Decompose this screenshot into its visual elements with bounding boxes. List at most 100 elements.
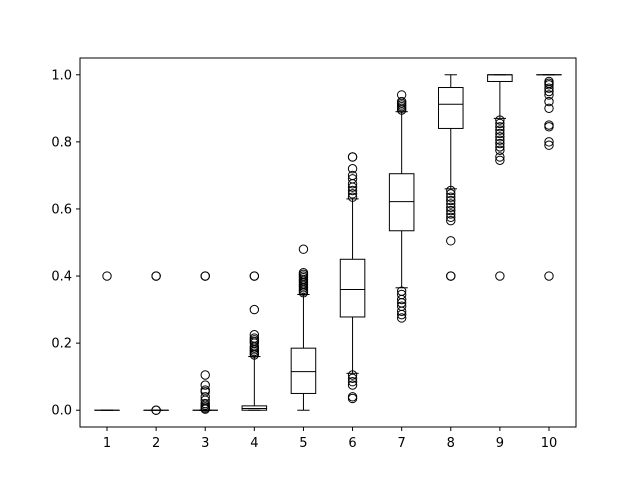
x-tick-label: 3 — [201, 436, 209, 451]
outlier-point — [347, 370, 358, 380]
outlier-point — [347, 164, 358, 174]
outlier-point — [200, 392, 210, 402]
x-tick-label: 8 — [447, 436, 455, 451]
outlier-point — [544, 140, 554, 150]
y-axis: 0.0 0.2 0.4 0.6 0.8 1.0 — [51, 68, 80, 419]
outlier-point — [544, 103, 554, 114]
outlier-point — [249, 271, 260, 281]
box — [388, 173, 415, 232]
x-tick-label: 5 — [299, 436, 307, 451]
outlier-point — [446, 192, 456, 202]
outlier-point — [298, 244, 309, 254]
outlier-point — [249, 330, 260, 340]
outlier-point — [544, 120, 554, 130]
outlier-point — [347, 152, 358, 162]
outlier-point — [446, 271, 456, 281]
outlier-point — [249, 333, 260, 343]
outlier-point — [544, 76, 554, 87]
box-group-3 — [192, 271, 219, 414]
outlier-point — [495, 138, 505, 149]
outlier-point — [347, 392, 358, 402]
x-axis: 1 2 3 4 5 6 7 8 9 10 — [103, 427, 557, 451]
outlier-point — [544, 90, 554, 100]
box-group-10 — [536, 74, 562, 281]
outlier-point — [495, 122, 505, 132]
box — [437, 87, 464, 129]
outlier-point — [446, 205, 456, 216]
outlier-point — [151, 271, 161, 281]
box — [339, 258, 366, 318]
outlier-point — [495, 118, 505, 129]
y-tick-label: 1.0 — [51, 68, 72, 83]
outlier-point — [495, 142, 505, 152]
box — [290, 347, 317, 394]
x-tick-label: 10 — [541, 436, 558, 451]
outlier-point — [200, 370, 210, 380]
box-group-7 — [388, 90, 415, 323]
outlier-point — [347, 185, 358, 196]
y-tick-label: 0.2 — [51, 337, 72, 352]
x-tick-label: 1 — [103, 436, 111, 451]
x-tick-label: 6 — [348, 436, 356, 451]
outlier-point — [446, 199, 456, 209]
outlier-point — [446, 202, 456, 212]
outlier-point — [446, 236, 456, 246]
x-tick-label: 4 — [250, 436, 258, 451]
outlier-point — [396, 286, 407, 296]
plot-area — [79, 57, 577, 428]
outlier-point — [495, 271, 505, 281]
outlier-point — [396, 90, 407, 100]
box-group-6 — [339, 152, 366, 404]
outlier-point — [396, 301, 407, 311]
outlier-point — [544, 271, 554, 281]
outlier-point — [200, 385, 210, 395]
outlier-point — [544, 137, 554, 147]
outlier-point — [495, 115, 505, 125]
box-group-2 — [143, 271, 169, 415]
y-tick-label: 0.0 — [51, 404, 72, 419]
outlier-point — [544, 96, 554, 107]
box-marks — [94, 74, 562, 415]
outlier-point — [495, 135, 505, 145]
outlier-point — [298, 267, 309, 278]
outlier-point — [396, 96, 407, 107]
y-tick-label: 0.4 — [51, 270, 72, 285]
outlier-point — [347, 170, 358, 181]
outlier-point — [495, 128, 505, 139]
outlier-point — [446, 209, 456, 219]
outlier-point — [200, 398, 210, 409]
outlier-point — [446, 212, 456, 223]
outlier-point — [495, 125, 505, 135]
outlier-point — [495, 152, 505, 162]
outlier-point — [495, 132, 505, 142]
outlier-point — [396, 289, 407, 300]
outlier-point — [446, 185, 456, 196]
box-group-9 — [487, 74, 513, 281]
outlier-point — [347, 192, 358, 202]
box — [241, 405, 268, 411]
outlier-point — [347, 373, 358, 384]
y-tick-label: 0.8 — [51, 135, 72, 150]
x-tick-label: 2 — [152, 436, 160, 451]
outlier-point — [151, 405, 161, 415]
outlier-point — [446, 215, 456, 226]
box-group-4 — [241, 271, 268, 411]
y-tick-label: 0.6 — [51, 202, 72, 217]
outlier-point — [200, 380, 210, 390]
box-group-1 — [94, 271, 120, 411]
x-tick-label: 9 — [496, 436, 504, 451]
outlier-point — [347, 174, 358, 184]
outlier-point — [544, 83, 554, 93]
outlier-point — [396, 313, 407, 323]
outlier-point — [249, 304, 260, 315]
outlier-point — [102, 271, 112, 281]
outlier-point — [200, 271, 210, 281]
outlier-point — [347, 189, 358, 199]
outlier-point — [347, 380, 358, 390]
outlier-point — [495, 155, 505, 166]
box-group-5 — [290, 244, 317, 411]
x-tick-label: 7 — [398, 436, 406, 451]
outlier-point — [495, 145, 505, 155]
outlier-point — [446, 195, 456, 206]
